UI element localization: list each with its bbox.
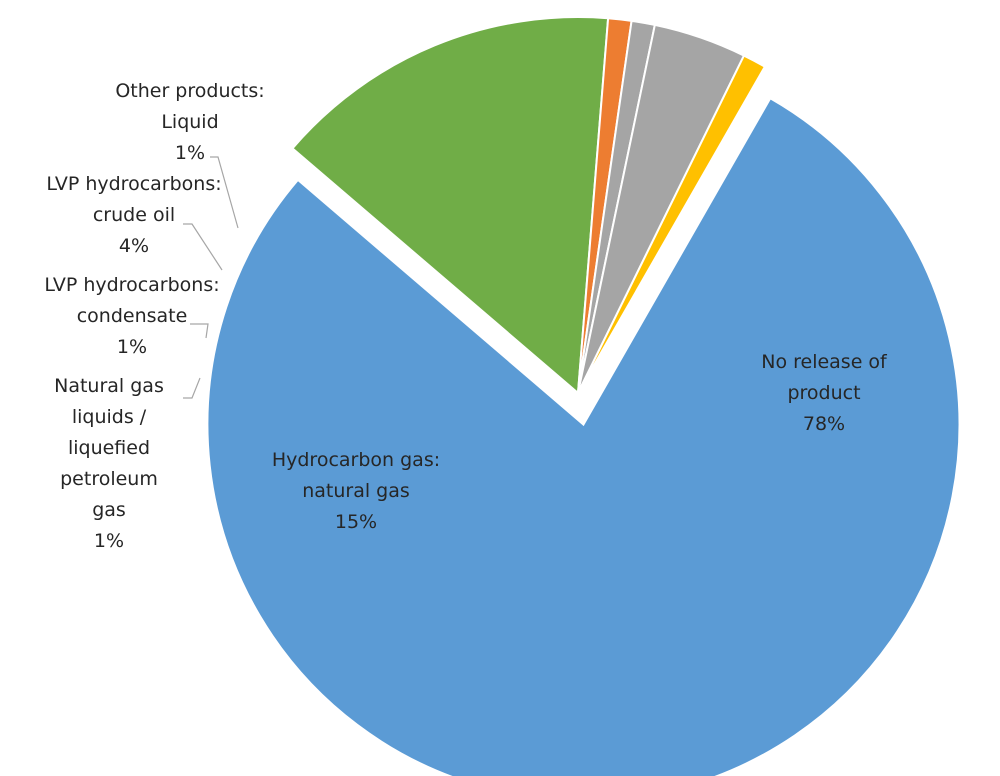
slice-label-line: product [787, 382, 860, 404]
slice-labels: No release of product 78% Hydrocarbon gas: n… [44, 80, 888, 552]
slice-label-line: condensate [77, 305, 188, 327]
slice-value-label: 15% [335, 511, 377, 533]
slice-label: Hydrocarbon gas: natural gas 15% [272, 449, 440, 533]
slice-value-label: 78% [803, 413, 845, 435]
slice-label: LVP hydrocarbons: crude oil 4% [46, 173, 221, 257]
slice-label: Other products: Liquid 1% [115, 80, 264, 164]
pie-slice [206, 96, 961, 776]
leader-line [210, 156, 239, 229]
slice-label: LVP hydrocarbons: condensate 1% [44, 274, 219, 358]
slice-label-line: Natural gas [54, 375, 164, 397]
leader-line [183, 377, 201, 399]
slice-label-line: natural gas [302, 480, 410, 502]
slice-value-label: 1% [175, 142, 205, 164]
pie-slice [577, 54, 767, 394]
slice-label-line: crude oil [93, 204, 175, 226]
slice-label-line: LVP hydrocarbons: [44, 274, 219, 296]
leader-lines [183, 156, 239, 399]
slice-value-label: 4% [119, 235, 149, 257]
slice-label-line: gas [92, 499, 126, 521]
slice-label-line: LVP hydrocarbons: [46, 173, 221, 195]
slice-label-line: liquefied [68, 437, 150, 459]
slice-label-line: Hydrocarbon gas: [272, 449, 440, 471]
slice-label: No release of product 78% [761, 351, 888, 435]
slice-label-line: No release of [761, 351, 888, 373]
slice-label-line: Other products: [115, 80, 264, 102]
pie-slices [206, 16, 961, 776]
pie-slice [291, 16, 610, 396]
slice-label: Natural gas liquids / liquefied petroleum ga… [54, 375, 164, 552]
leader-line [190, 323, 209, 339]
slice-label-line: liquids / [72, 406, 147, 428]
slice-label-line: Liquid [161, 111, 218, 133]
leader-line [183, 223, 223, 271]
slice-label-line: petroleum [60, 468, 158, 490]
slice-value-label: 1% [94, 530, 124, 552]
slice-value-label: 1% [117, 336, 147, 358]
